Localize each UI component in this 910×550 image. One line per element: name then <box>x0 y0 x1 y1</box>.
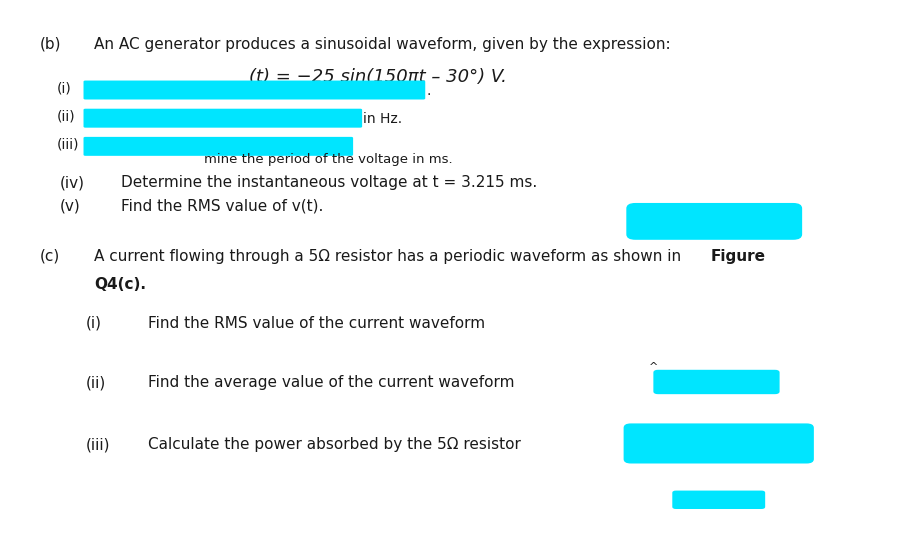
Text: (i): (i) <box>86 316 101 331</box>
FancyBboxPatch shape <box>84 137 353 156</box>
Text: (b): (b) <box>40 37 62 52</box>
Text: (v): (v) <box>60 198 81 213</box>
Text: (ii): (ii) <box>56 110 76 124</box>
Text: mine the period of the voltage in ms.: mine the period of the voltage in ms. <box>205 153 453 166</box>
Text: (iii): (iii) <box>86 437 110 453</box>
FancyBboxPatch shape <box>672 491 765 509</box>
Text: (ii): (ii) <box>86 375 106 390</box>
Text: Q4(c).: Q4(c). <box>95 277 147 292</box>
Text: Determine the instantaneous voltage at t = 3.215 ms.: Determine the instantaneous voltage at t… <box>121 175 538 190</box>
FancyBboxPatch shape <box>626 203 802 240</box>
Text: in Hz.: in Hz. <box>363 112 402 126</box>
FancyBboxPatch shape <box>623 424 814 464</box>
Text: Find the RMS value of the current waveform: Find the RMS value of the current wavefo… <box>148 316 486 331</box>
Text: A current flowing through a 5Ω resistor has a periodic waveform as shown in: A current flowing through a 5Ω resistor … <box>95 249 686 264</box>
Text: Find the RMS value of v(t).: Find the RMS value of v(t). <box>121 198 324 213</box>
Text: (iv): (iv) <box>60 175 85 190</box>
FancyBboxPatch shape <box>84 109 362 128</box>
Text: (i): (i) <box>56 81 71 96</box>
Text: An AC generator produces a sinusoidal waveform, given by the expression:: An AC generator produces a sinusoidal wa… <box>95 37 671 52</box>
Text: .: . <box>426 84 430 98</box>
Text: Figure: Figure <box>710 249 765 264</box>
Text: (iii): (iii) <box>56 138 79 152</box>
Text: ^: ^ <box>649 362 658 372</box>
Text: Find the average value of the current waveform: Find the average value of the current wa… <box>148 375 515 390</box>
Text: (c): (c) <box>40 249 60 264</box>
Text: (t) = −25 sin(150πt – 30°) V.: (t) = −25 sin(150πt – 30°) V. <box>249 68 507 86</box>
FancyBboxPatch shape <box>84 80 425 100</box>
FancyBboxPatch shape <box>653 370 780 394</box>
Text: Calculate the power absorbed by the 5Ω resistor: Calculate the power absorbed by the 5Ω r… <box>148 437 521 453</box>
